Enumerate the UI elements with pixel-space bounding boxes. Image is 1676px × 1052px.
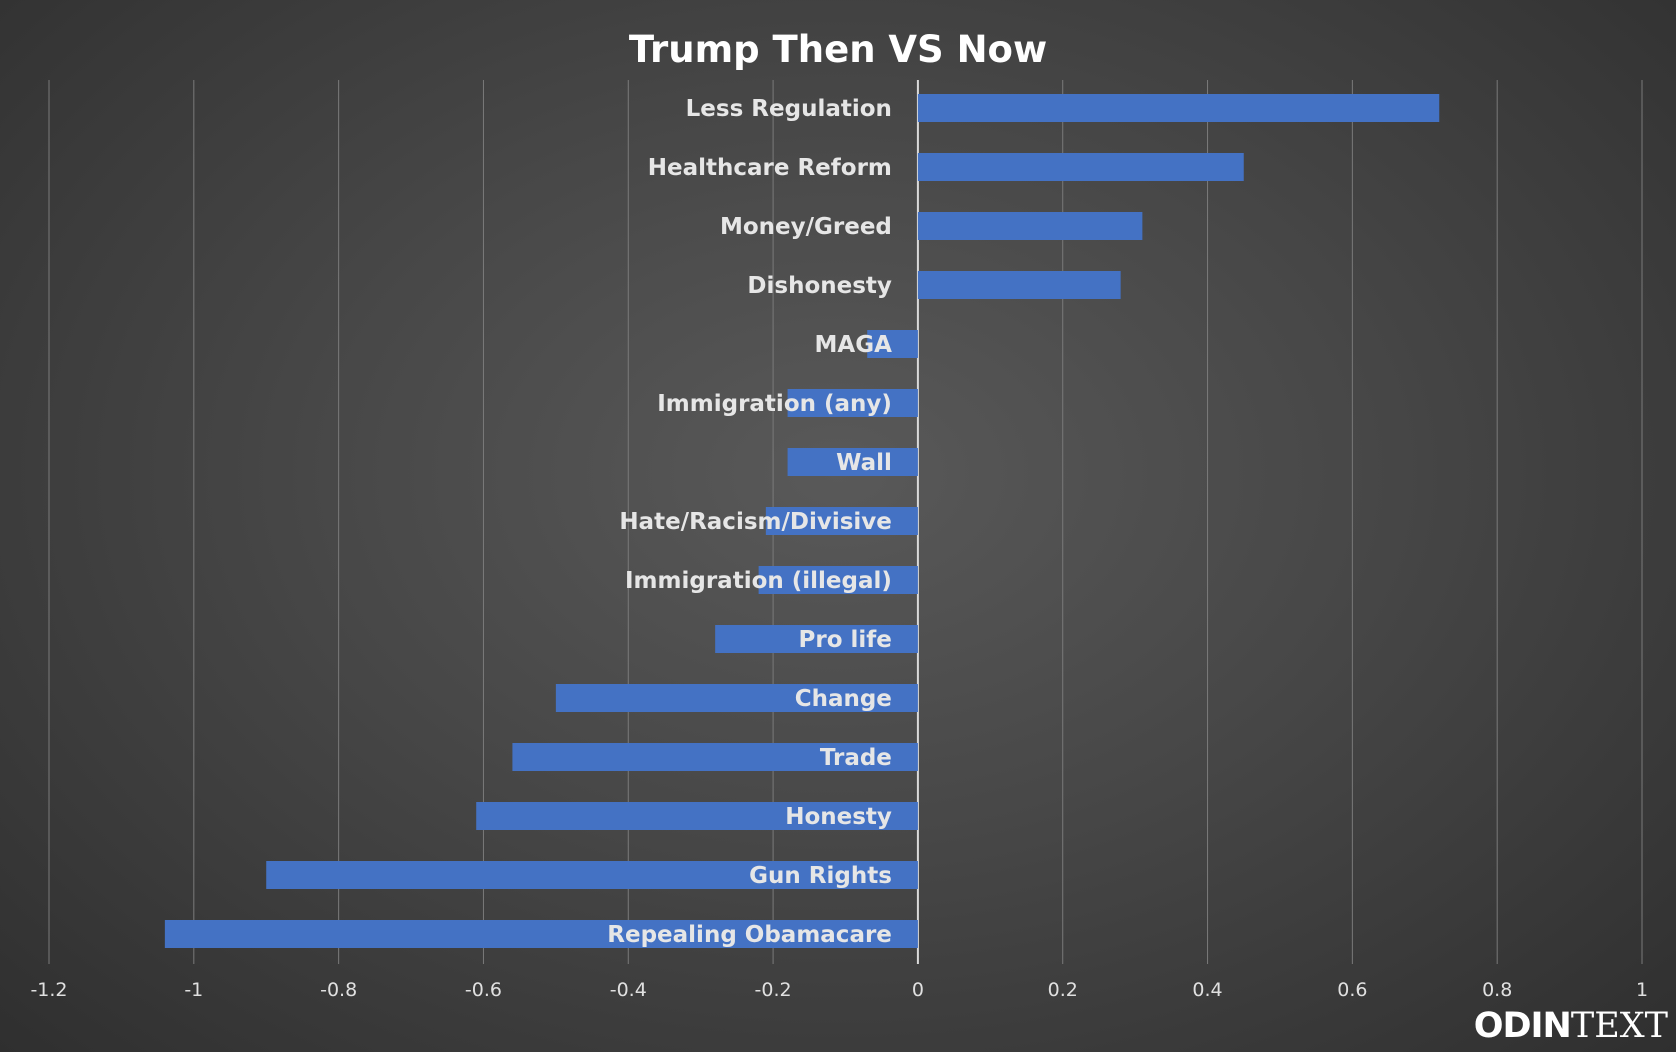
logo-word: TEXT — [1570, 1006, 1668, 1046]
bar-2 — [917, 212, 1143, 240]
category-label: Hate/Racism/Divisive — [619, 509, 892, 535]
category-label: Immigration (any) — [657, 391, 892, 417]
category-label: Wall — [836, 450, 892, 476]
x-tick-labels: -1.2 -1 -0.8 -0.6 -0.4 -0.2 0 0.2 0.4 0.6 0.8 1 — [30, 979, 1648, 1001]
x-tick-label: -0.4 — [610, 979, 647, 1001]
bar-0 — [917, 94, 1440, 122]
category-label: Gun Rights — [749, 863, 892, 889]
bar-5 — [787, 389, 918, 417]
category-label: Money/Greed — [720, 214, 892, 240]
category-label: Less Regulation — [686, 96, 892, 122]
logo-mark: ODIN — [1473, 1006, 1572, 1046]
bar-11 — [512, 743, 918, 771]
bar-3 — [917, 271, 1121, 299]
x-tick-label: -0.2 — [755, 979, 792, 1001]
x-tick-label: 0 — [912, 979, 924, 1001]
bar-6 — [787, 448, 918, 476]
bar-4 — [867, 330, 918, 358]
category-label: Change — [795, 686, 892, 712]
x-tick-label: 0.2 — [1048, 979, 1078, 1001]
x-tick-label: 0.4 — [1192, 979, 1222, 1001]
category-label: Honesty — [785, 804, 892, 830]
category-label: MAGA — [815, 332, 893, 358]
bar-8 — [758, 566, 918, 594]
category-label: Immigration (illegal) — [625, 568, 892, 594]
x-tick-label: 1 — [1636, 979, 1648, 1001]
odintext-logo: ODINTEXT — [1474, 1006, 1668, 1046]
bar-12 — [476, 802, 918, 830]
category-label: Trade — [820, 745, 892, 771]
chart-title: Trump Then VS Now — [629, 28, 1047, 71]
category-labels: Less Regulation Healthcare Reform Money/Gr… — [607, 96, 892, 948]
bar-9 — [715, 625, 918, 653]
x-tick-label: 0.6 — [1337, 979, 1367, 1001]
bar-13 — [266, 861, 918, 889]
category-label: Pro life — [799, 627, 892, 653]
category-label: Repealing Obamacare — [607, 922, 892, 948]
category-label: Dishonesty — [747, 273, 892, 299]
bar-10 — [555, 684, 918, 712]
x-tick-label: -1 — [184, 979, 203, 1001]
x-tick-label: 0.8 — [1482, 979, 1512, 1001]
x-tick-label: -0.6 — [465, 979, 502, 1001]
x-tick-label: -1.2 — [30, 979, 67, 1001]
bars — [164, 94, 1440, 948]
bar-1 — [917, 153, 1244, 181]
x-tick-label: -0.8 — [320, 979, 357, 1001]
category-label: Healthcare Reform — [648, 155, 892, 181]
bar-7 — [765, 507, 918, 535]
bar-14 — [164, 920, 918, 948]
